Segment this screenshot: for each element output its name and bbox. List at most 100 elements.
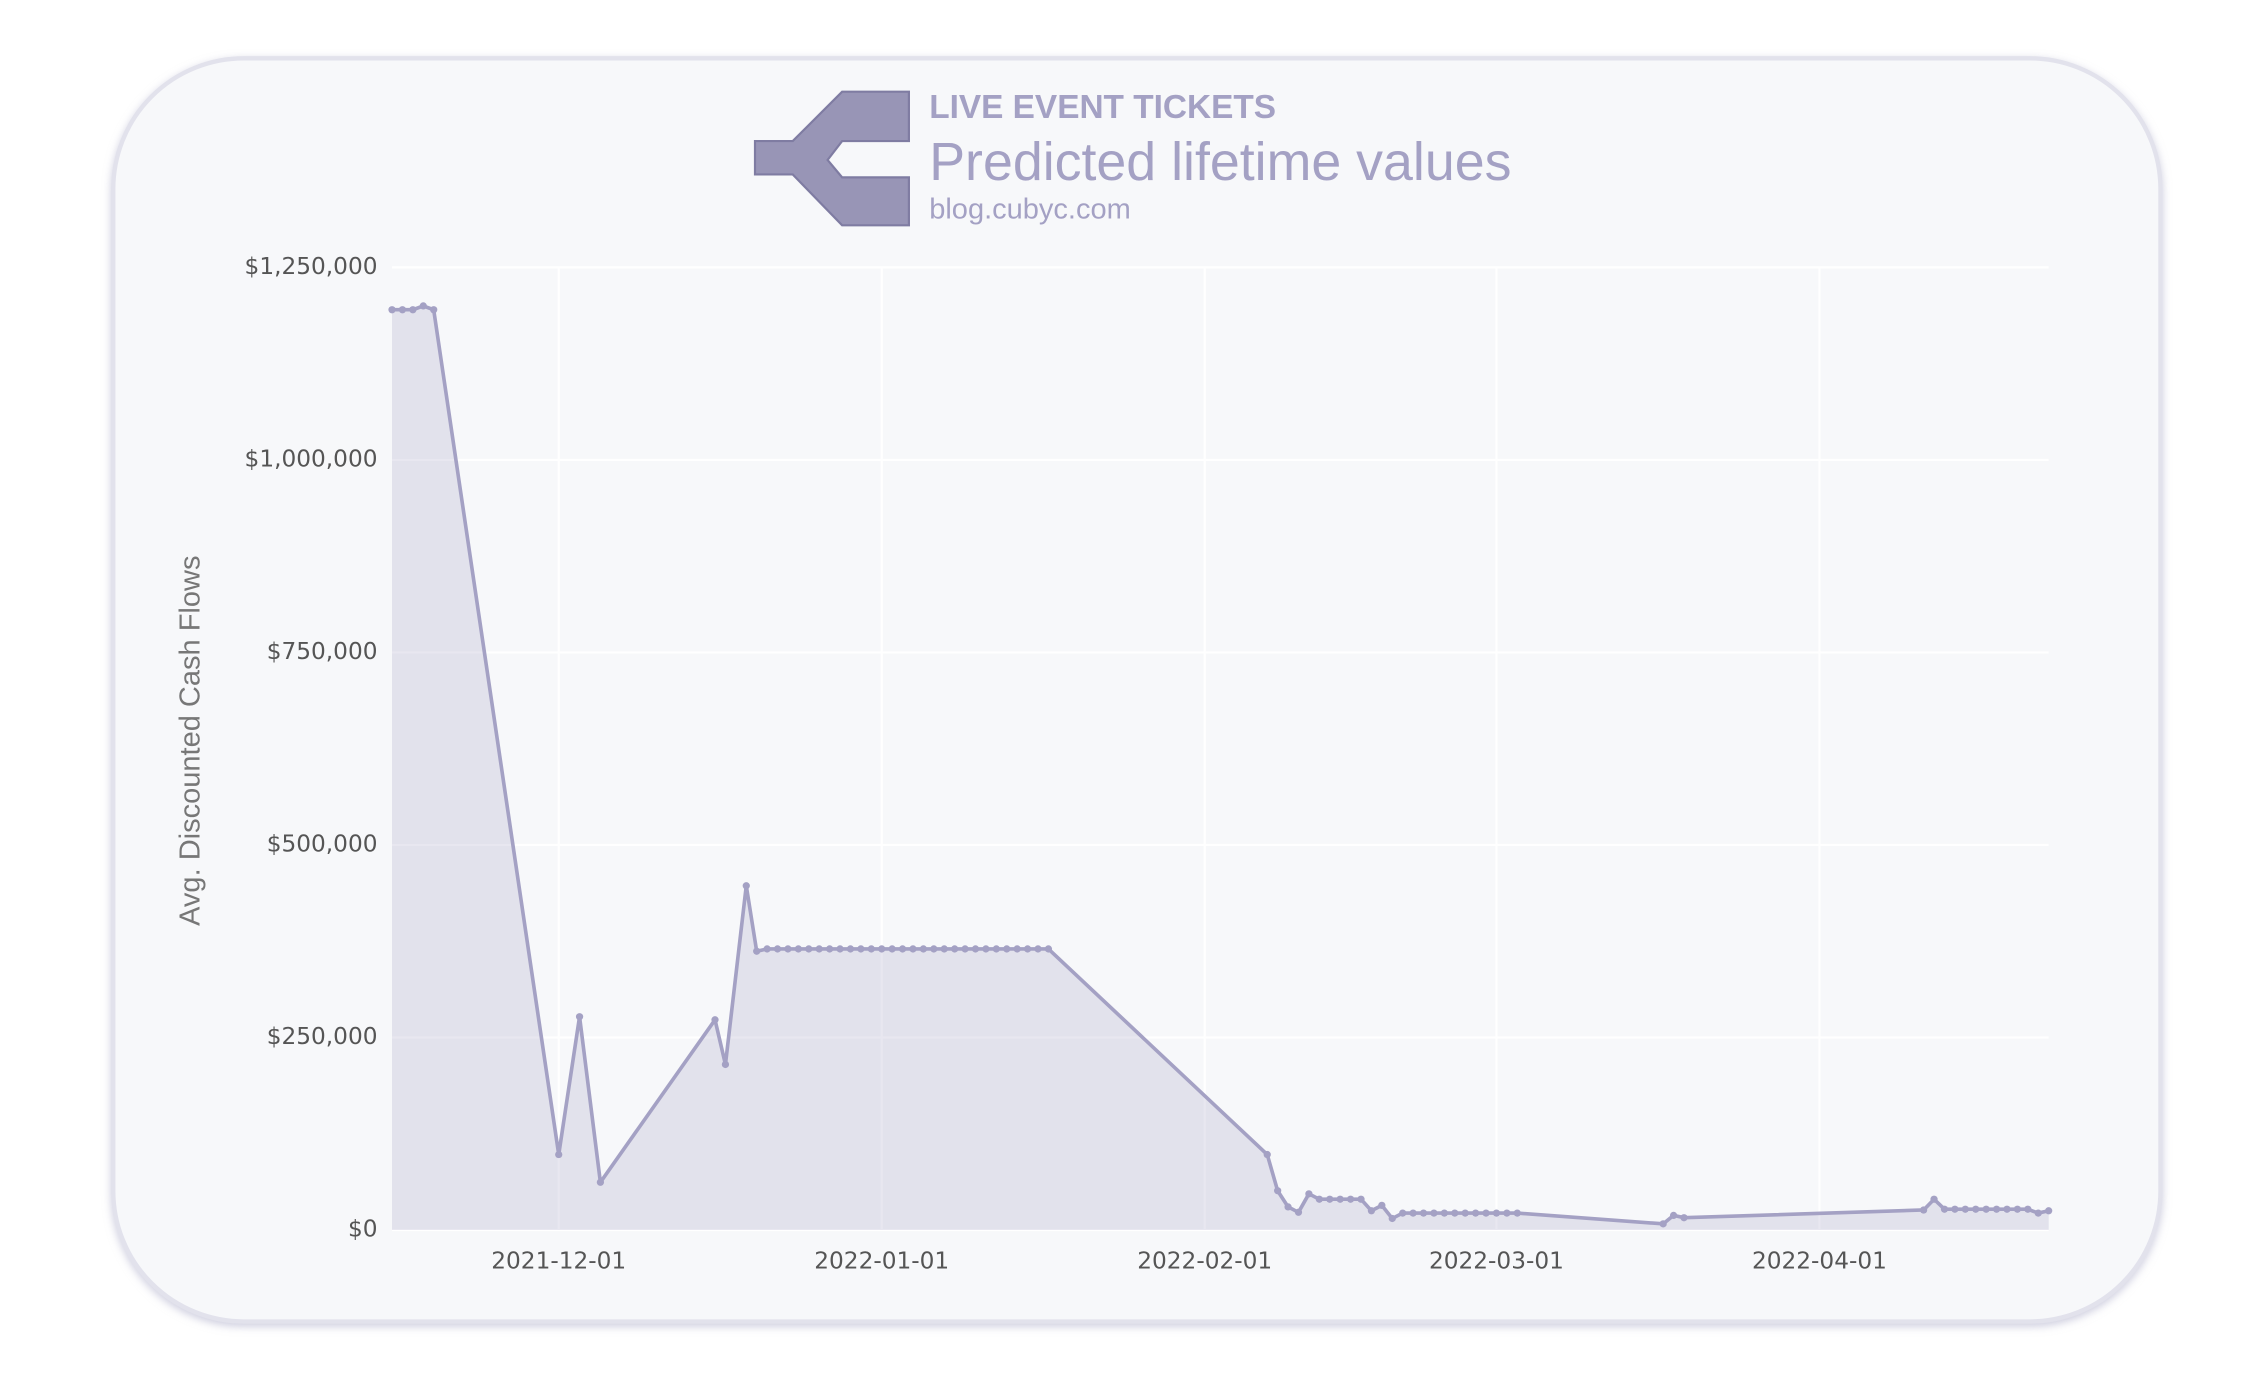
point xyxy=(1346,1195,1355,1203)
point xyxy=(1378,1201,1386,1210)
point xyxy=(721,1060,730,1069)
point xyxy=(1482,1209,1490,1217)
point xyxy=(1430,1209,1438,1217)
point xyxy=(1951,1205,1959,1213)
x-tick-label: 2022-03-01 xyxy=(1429,1247,1564,1274)
point xyxy=(1044,945,1053,953)
y-tick-label: $500,000 xyxy=(267,830,378,857)
point xyxy=(1680,1214,1688,1222)
point xyxy=(1263,1150,1271,1159)
point xyxy=(898,945,907,953)
point xyxy=(857,945,865,953)
point xyxy=(1003,945,1011,953)
point xyxy=(1492,1209,1501,1217)
point xyxy=(1940,1205,1949,1213)
point xyxy=(409,306,417,314)
point xyxy=(2003,1205,2011,1213)
point xyxy=(982,945,990,953)
y-tick-label: $750,000 xyxy=(267,638,378,665)
point xyxy=(1034,945,1042,953)
point xyxy=(878,945,886,953)
y-tick-label: $0 xyxy=(348,1216,378,1243)
point xyxy=(596,1178,605,1186)
point xyxy=(951,945,959,953)
chart-title: Predicted lifetime values xyxy=(929,132,1511,192)
card xyxy=(111,56,2163,1324)
point xyxy=(2013,1205,2022,1213)
point xyxy=(1503,1209,1511,1217)
point xyxy=(1930,1195,1938,1203)
point xyxy=(794,945,802,953)
point xyxy=(867,945,875,953)
point xyxy=(1992,1205,2001,1213)
point xyxy=(1388,1214,1396,1223)
point xyxy=(763,945,771,953)
y-tick-label: $1,000,000 xyxy=(245,445,378,472)
y-axis-label: Avg. Discounted Cash Flows xyxy=(174,556,206,926)
point xyxy=(1920,1206,1928,1214)
point xyxy=(784,945,792,953)
point xyxy=(430,306,438,314)
point xyxy=(1284,1203,1292,1211)
point xyxy=(555,1150,563,1159)
point xyxy=(2034,1209,2042,1217)
x-tick-label: 2022-01-01 xyxy=(814,1247,949,1274)
point xyxy=(1326,1195,1334,1203)
x-tick-label: 2021-12-01 xyxy=(491,1247,626,1274)
point xyxy=(846,945,855,953)
point xyxy=(815,945,823,953)
x-tick-label: 2022-04-01 xyxy=(1752,1247,1887,1274)
point xyxy=(1419,1209,1428,1217)
point xyxy=(1367,1207,1376,1215)
y-tick-label: $1,250,000 xyxy=(245,253,378,280)
point xyxy=(388,306,396,314)
point xyxy=(1972,1205,1980,1213)
point xyxy=(909,945,917,953)
point xyxy=(1471,1209,1480,1217)
point xyxy=(940,945,948,953)
point xyxy=(1461,1209,1469,1217)
point xyxy=(1409,1209,1417,1217)
y-tick-label: $250,000 xyxy=(267,1023,378,1050)
point xyxy=(930,945,938,953)
point xyxy=(1305,1190,1313,1198)
point xyxy=(888,945,896,953)
point xyxy=(773,945,782,953)
point xyxy=(1399,1209,1407,1217)
point xyxy=(1659,1220,1667,1228)
point xyxy=(961,945,969,953)
point xyxy=(1513,1209,1521,1217)
point xyxy=(1961,1205,1969,1213)
subtitle: blog.cubyc.com xyxy=(929,193,1131,225)
point xyxy=(742,882,750,890)
point xyxy=(1274,1187,1282,1195)
point xyxy=(1023,945,1032,953)
point xyxy=(1294,1208,1303,1216)
brand: LIVE EVENT TICKETS xyxy=(929,89,1276,126)
point xyxy=(1440,1209,1448,1217)
point xyxy=(2045,1207,2053,1215)
point xyxy=(836,945,844,953)
point xyxy=(992,945,1000,953)
point xyxy=(1451,1209,1459,1217)
point xyxy=(1315,1195,1323,1203)
point xyxy=(805,945,813,953)
point xyxy=(825,945,834,953)
point xyxy=(419,302,427,310)
x-tick-label: 2022-02-01 xyxy=(1137,1247,1272,1274)
point xyxy=(711,1016,719,1024)
point xyxy=(971,945,980,953)
point xyxy=(1336,1195,1344,1203)
point xyxy=(919,945,928,953)
logo xyxy=(753,90,910,227)
point xyxy=(1357,1195,1365,1203)
point xyxy=(1669,1211,1678,1220)
point xyxy=(575,1013,584,1021)
area xyxy=(392,305,2049,1231)
point xyxy=(1982,1205,1990,1213)
point xyxy=(2024,1205,2032,1213)
point xyxy=(753,947,761,955)
point xyxy=(398,306,407,314)
